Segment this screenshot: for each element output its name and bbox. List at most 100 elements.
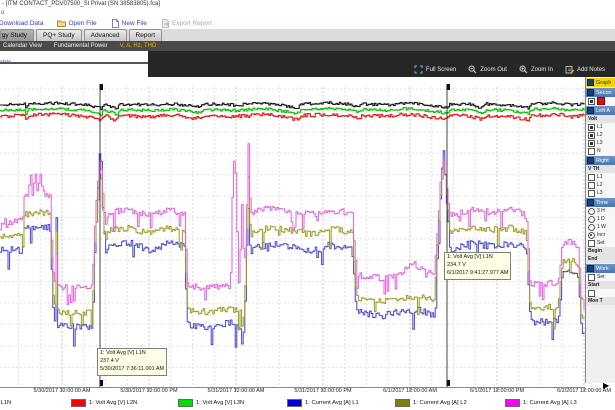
title-bar: - [ITM CONTACT_PDV07500_St Privat (SN 38…: [0, 0, 615, 10]
collapse-icon[interactable]: [587, 265, 594, 272]
legend-item[interactable]: 1: Volt Avg [V] L3N: [178, 399, 244, 407]
sidebar-series-toggle[interactable]: [586, 97, 615, 105]
new-file-button[interactable]: New File: [111, 19, 147, 28]
section-title: Work: [596, 266, 609, 272]
collapse-icon[interactable]: [587, 89, 594, 96]
sidebar-sublabel: Volt: [586, 115, 615, 123]
sidebar-sublabel: Begin: [586, 247, 615, 255]
study-tab-bar: Energy Study PQ+ Study Advanced Report: [0, 29, 615, 41]
scroll-right-arrow[interactable]: ▶: [603, 382, 609, 390]
color-swatch: [597, 97, 605, 105]
checkbox[interactable]: [588, 148, 595, 155]
marker-flag-bottom[interactable]: [447, 380, 451, 386]
legend-item[interactable]: 1: Current Avg [A] L2: [395, 399, 467, 407]
collapse-icon[interactable]: [587, 107, 594, 114]
sublabel-text: End: [588, 256, 597, 262]
marker-tooltip: 1: Volt Avg [V] L1N 237.4 V 5/30/2017 7:…: [97, 348, 167, 376]
add-notes-button[interactable]: Add Notes: [565, 65, 605, 74]
sidebar-section-header-work[interactable]: Work: [586, 264, 615, 273]
zoom-in-icon: [519, 65, 528, 74]
sidebar-section-header-left-a[interactable]: Left A: [586, 106, 615, 115]
menu-partial-label[interactable]: o: [1, 10, 4, 16]
tab-report[interactable]: Report: [129, 29, 163, 41]
sidebar-option-1-w[interactable]: 1 W: [586, 223, 615, 231]
sidebar-option-l3[interactable]: L3: [586, 189, 615, 197]
open-file-button[interactable]: Open File: [57, 19, 96, 28]
sidebar-option-l2[interactable]: L2: [586, 131, 615, 139]
tab-energy-study[interactable]: Energy Study: [0, 29, 34, 41]
add-notes-icon: [565, 65, 574, 74]
sidebar-option-l1[interactable]: L1: [586, 123, 615, 131]
sidebar-option-l1[interactable]: L1: [586, 173, 615, 181]
legend-item[interactable]: 1: Current Avg [A] L1: [287, 399, 359, 407]
zoom-out-button[interactable]: Zoom Out: [468, 65, 507, 74]
sidebar-option-l3[interactable]: L3: [586, 139, 615, 147]
trend-chart[interactable]: [0, 77, 585, 396]
marker-flag-top[interactable]: [447, 84, 451, 90]
section-title: Right: [596, 158, 609, 164]
subnav-fundamental-power[interactable]: Fundamental Power: [54, 43, 108, 49]
sidebar-section-header-right[interactable]: Right: [586, 156, 615, 165]
zoom-out-icon: [468, 65, 477, 74]
checkbox[interactable]: [588, 190, 595, 197]
sidebar-sublabel: Mon T: [586, 297, 615, 305]
sidebar-option-3-h[interactable]: 3 H: [586, 207, 615, 215]
radio-button[interactable]: [588, 224, 595, 231]
collapse-icon[interactable]: [587, 79, 594, 86]
download-data-button[interactable]: Download Data: [0, 19, 43, 28]
sidebar-option-1-d[interactable]: 1 D: [586, 215, 615, 223]
sidebar-sublabel: End: [586, 255, 615, 263]
sidebar-option-incr[interactable]: Incr: [586, 231, 615, 239]
sidebar-section-header-time[interactable]: Time: [586, 198, 615, 207]
checkbox[interactable]: [588, 274, 595, 281]
sidebar-option-set[interactable]: Set: [586, 273, 615, 281]
legend-swatch: [505, 399, 520, 407]
full-screen-button[interactable]: Full Screen: [414, 65, 456, 74]
subnav-v-a-hz-thd[interactable]: V, A, Hz, THD: [120, 43, 157, 49]
marker-flag-top[interactable]: [100, 84, 104, 90]
x-axis-label: 6/1/2017 12:00:00 PM: [470, 388, 524, 394]
marker-flag-bottom[interactable]: [100, 380, 104, 386]
checkbox[interactable]: [588, 182, 595, 189]
legend-swatch: [71, 399, 86, 407]
sidebar-option-n[interactable]: N: [586, 147, 615, 155]
legend-label: 1: Current Avg [A] L3: [523, 400, 577, 406]
section-title: Left A: [596, 108, 610, 114]
checkbox[interactable]: [588, 290, 595, 297]
radio-button[interactable]: [588, 232, 595, 239]
tab-advanced[interactable]: Advanced: [84, 29, 127, 41]
sidebar-option-l2[interactable]: L2: [586, 181, 615, 189]
collapse-icon[interactable]: [587, 199, 594, 206]
sublabel-text: V TH: [588, 166, 599, 172]
subnav-calendar-view[interactable]: Calendar View: [3, 43, 42, 49]
legend-swatch: [178, 399, 193, 407]
chart-toolbar: Full Screen Zoom Out Zoom In Add Notes: [148, 51, 615, 77]
view-subnav: Calendar View Fundamental Power V, A, Hz…: [0, 41, 615, 51]
legend-item[interactable]: 1: Volt Avg [V] L2N: [71, 399, 137, 407]
checkbox[interactable]: [588, 174, 595, 181]
radio-button[interactable]: [588, 216, 595, 223]
x-axis-label: 5/30/2017 12:00:00 PM: [120, 388, 177, 394]
legend-label: 1: Volt Avg [V] L3N: [196, 400, 244, 406]
tooltip-time: 6/1/2017 9:41:27.977 AM: [447, 270, 508, 278]
sidebar-option-blank[interactable]: [586, 289, 615, 297]
zoom-in-button[interactable]: Zoom In: [519, 65, 553, 74]
checkbox[interactable]: [588, 240, 595, 247]
sidebar-section-header-graph[interactable]: Graph: [586, 78, 615, 87]
radio-button[interactable]: [588, 208, 595, 215]
tab-pq-study[interactable]: PQ+ Study: [36, 29, 82, 41]
checkbox[interactable]: [588, 124, 595, 131]
checkbox[interactable]: [588, 132, 595, 139]
legend-item[interactable]: 1: Volt Avg [V] L1N: [0, 399, 11, 407]
sidebar-option-set[interactable]: Set: [586, 239, 615, 247]
legend-item[interactable]: 1: Current Avg [A] L3: [505, 399, 577, 407]
x-axis-label: 5/30/2017 12:00:00 AM: [34, 388, 91, 394]
checkbox[interactable]: [588, 98, 595, 105]
series-1-volt-avg-v-l2n: [0, 113, 584, 121]
table-view-link[interactable]: Table: [0, 59, 12, 64]
plot-area[interactable]: [0, 77, 585, 396]
tooltip-series: 1: Volt Avg [V] L1N: [447, 254, 508, 262]
checkbox[interactable]: [588, 140, 595, 147]
collapse-icon[interactable]: [587, 157, 594, 164]
sidebar-section-header-secon[interactable]: Secon: [586, 88, 615, 97]
